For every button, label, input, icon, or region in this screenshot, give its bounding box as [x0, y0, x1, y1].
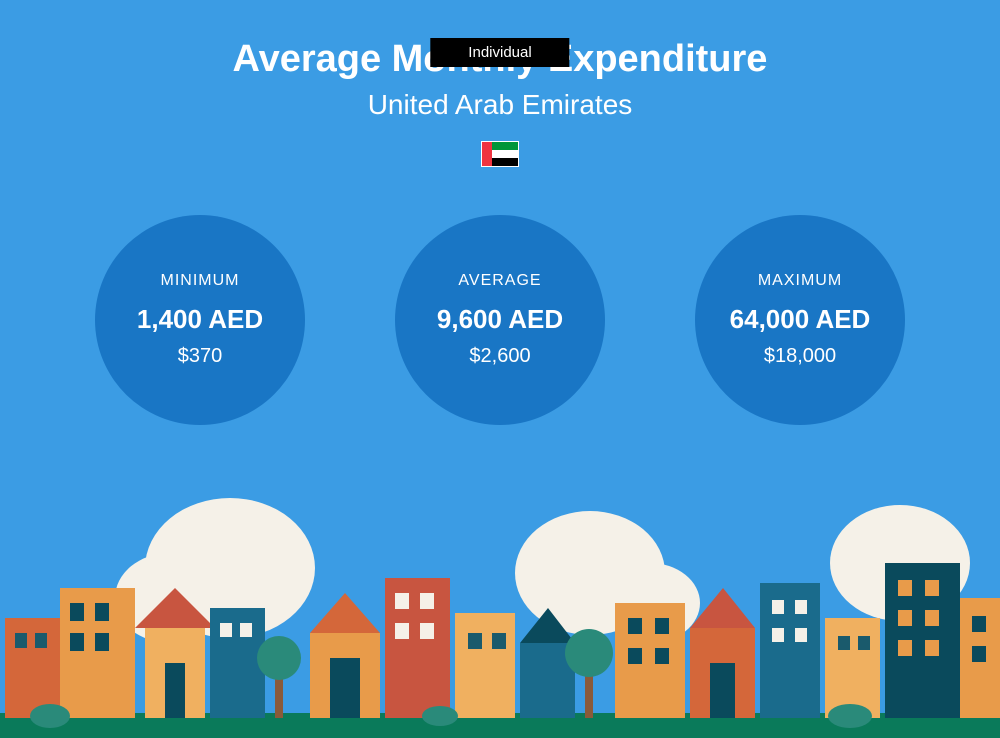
stat-circle-average: AVERAGE 9,600 AED $2,600 — [395, 215, 605, 425]
stat-label: MINIMUM — [161, 272, 240, 290]
stat-value-usd: $370 — [178, 345, 223, 368]
stats-row: MINIMUM 1,400 AED $370 AVERAGE 9,600 AED… — [0, 215, 1000, 425]
stat-label: AVERAGE — [458, 272, 541, 290]
uae-flag-icon — [481, 141, 519, 167]
stat-circle-maximum: MAXIMUM 64,000 AED $18,000 — [695, 215, 905, 425]
stat-value-usd: $2,600 — [469, 345, 530, 368]
stat-value-aed: 1,400 AED — [137, 304, 263, 335]
country-subtitle: United Arab Emirates — [0, 89, 1000, 121]
stat-value-aed: 64,000 AED — [730, 304, 871, 335]
cityscape-illustration — [0, 488, 1000, 738]
stat-value-usd: $18,000 — [764, 345, 836, 368]
stat-circle-minimum: MINIMUM 1,400 AED $370 — [95, 215, 305, 425]
stat-label: MAXIMUM — [758, 272, 842, 290]
stat-value-aed: 9,600 AED — [437, 304, 563, 335]
category-badge: Individual — [430, 38, 569, 67]
